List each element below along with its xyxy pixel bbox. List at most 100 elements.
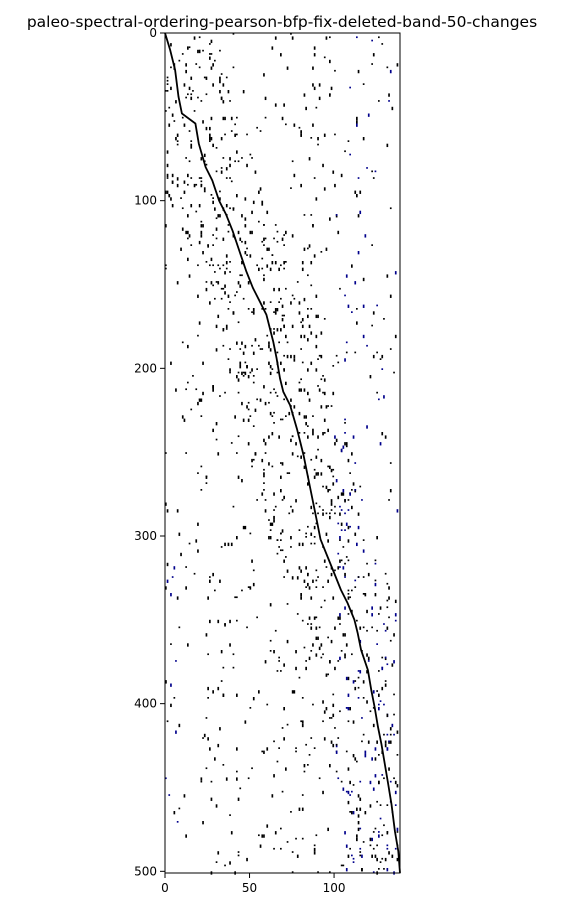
matrix-cell <box>220 680 223 682</box>
matrix-cell <box>354 579 357 582</box>
matrix-cell <box>339 566 341 568</box>
matrix-cell <box>212 63 214 67</box>
matrix-cell <box>323 56 326 59</box>
matrix-cell <box>305 106 307 111</box>
matrix-cell <box>230 442 233 444</box>
matrix-cell <box>337 361 340 364</box>
matrix-cell <box>362 593 365 595</box>
matrix-cell <box>207 244 209 248</box>
matrix-cell <box>285 261 287 263</box>
matrix-cell <box>165 777 167 780</box>
matrix-cell <box>190 96 193 101</box>
matrix-cell <box>361 854 363 858</box>
matrix-cell <box>236 194 238 198</box>
matrix-cell <box>202 391 204 396</box>
matrix-cell <box>242 525 245 530</box>
matrix-cell <box>187 381 189 384</box>
matrix-cell <box>345 442 348 446</box>
matrix-cell <box>381 774 384 776</box>
matrix-cell <box>357 525 360 530</box>
matrix-cell <box>263 301 265 305</box>
matrix-cell <box>247 375 250 379</box>
matrix-cell <box>170 361 172 365</box>
matrix-cell <box>301 837 304 840</box>
matrix-cell <box>345 556 348 558</box>
matrix-cell <box>232 66 235 69</box>
matrix-cell <box>352 857 355 860</box>
matrix-cell <box>376 800 378 803</box>
matrix-cell <box>364 811 367 815</box>
matrix-cell <box>249 254 252 258</box>
matrix-cell <box>236 116 238 119</box>
matrix-cell <box>313 86 316 91</box>
matrix-cell <box>198 66 201 69</box>
matrix-cell <box>252 375 255 377</box>
matrix-cell <box>371 837 373 842</box>
matrix-cell <box>171 113 174 117</box>
matrix-cell <box>203 190 206 193</box>
matrix-cell <box>339 505 341 508</box>
matrix-cell <box>212 200 214 205</box>
matrix-cell <box>286 841 289 843</box>
matrix-cell <box>351 790 353 793</box>
matrix-cell <box>264 509 267 513</box>
matrix-cell <box>200 415 203 417</box>
matrix-cell <box>236 770 238 773</box>
matrix-cell <box>349 707 351 711</box>
matrix-cell <box>386 804 389 806</box>
matrix-cell <box>362 277 365 282</box>
matrix-cell <box>251 767 253 770</box>
matrix-cell <box>393 660 395 664</box>
matrix-cell <box>310 137 313 139</box>
matrix-cell <box>396 63 399 67</box>
matrix-cell <box>394 619 397 622</box>
matrix-cell <box>276 670 279 672</box>
matrix-cell <box>313 53 316 57</box>
matrix-cell <box>237 854 240 857</box>
matrix-cell <box>214 59 216 62</box>
matrix-cell <box>170 593 172 597</box>
matrix-cell <box>286 472 289 474</box>
matrix-cell <box>190 76 193 80</box>
matrix-cell <box>356 837 358 842</box>
y-tick-label: 200 <box>134 361 157 375</box>
matrix-cell <box>291 36 294 40</box>
matrix-cell <box>237 160 240 163</box>
matrix-cell <box>210 780 213 783</box>
matrix-cell <box>220 297 223 300</box>
matrix-cell <box>381 368 384 370</box>
matrix-cell <box>290 301 292 305</box>
matrix-cell <box>252 308 255 312</box>
matrix-cell <box>329 717 331 719</box>
matrix-cell <box>195 539 198 543</box>
matrix-cell <box>296 854 299 858</box>
matrix-cell <box>242 90 245 94</box>
matrix-cell <box>214 757 216 761</box>
matrix-cell <box>369 804 372 808</box>
matrix-cell <box>288 411 291 416</box>
matrix-cell <box>339 559 341 563</box>
matrix-cell <box>166 173 169 178</box>
matrix-cell <box>366 562 368 565</box>
matrix-cell <box>171 180 174 184</box>
matrix-cell <box>367 656 370 661</box>
matrix-cell <box>305 422 307 426</box>
matrix-cell <box>176 177 179 181</box>
matrix-cell <box>345 445 348 448</box>
matrix-cell <box>313 747 316 749</box>
matrix-cell <box>327 827 329 832</box>
matrix-cell <box>210 116 213 121</box>
plot-area <box>164 32 401 875</box>
matrix-cell <box>207 737 209 741</box>
matrix-cell <box>278 660 280 662</box>
matrix-cell <box>352 435 355 439</box>
matrix-cell <box>300 130 302 134</box>
matrix-cell <box>320 643 323 647</box>
matrix-cell <box>283 737 285 741</box>
matrix-cell <box>180 552 182 557</box>
matrix-cell <box>320 331 323 335</box>
matrix-cell <box>340 780 343 783</box>
matrix-cell <box>322 653 324 656</box>
matrix-cell <box>214 271 216 273</box>
